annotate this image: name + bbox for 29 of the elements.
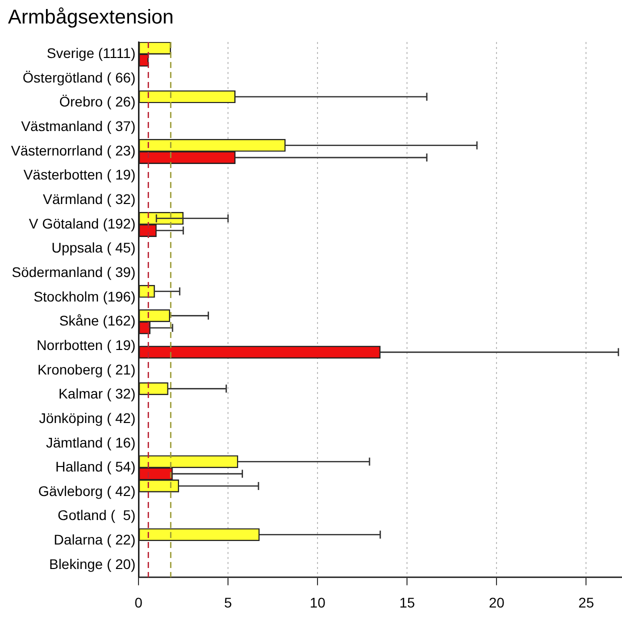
- x-tick-label: 5: [224, 594, 232, 610]
- y-tick-label: Östergötland ( 66): [22, 69, 136, 86]
- y-tick-label: Norrbotten ( 19): [36, 336, 136, 353]
- y-tick-label: Halland ( 54): [55, 458, 136, 475]
- y-tick-label: Västmanland ( 37): [21, 118, 136, 134]
- y-tick-label: Örebro ( 26): [59, 94, 136, 110]
- x-tick-label: 10: [310, 594, 326, 610]
- x-tick-label: 15: [399, 594, 416, 610]
- chart-title: Armbågsextension: [8, 6, 174, 29]
- y-tick-label: Södermanland ( 39): [12, 264, 136, 280]
- y-tick-label: Sverige (1111): [46, 45, 136, 62]
- y-tick-label: Dalarna ( 22): [54, 532, 136, 548]
- y-tick-label: Jönköping ( 42): [38, 410, 136, 426]
- x-tick-label: 20: [488, 594, 505, 610]
- y-tick-label: Skåne (162): [59, 312, 136, 329]
- y-tick-label: V Götaland (192): [28, 215, 136, 232]
- x-tick-label: 0: [134, 594, 143, 610]
- y-tick-label: Gävleborg ( 42): [38, 482, 136, 499]
- y-tick-label: Västernorrland ( 23): [10, 142, 136, 158]
- y-tick-label: Jämtland ( 16): [46, 434, 136, 450]
- y-tick-label: Kronoberg ( 21): [37, 361, 136, 378]
- y-tick-label: Uppsala ( 45): [51, 240, 136, 256]
- y-tick-label: Kalmar ( 32): [58, 386, 136, 402]
- y-tick-label: Västerbotten ( 19): [23, 166, 136, 183]
- y-tick-label: Blekinge ( 20): [49, 556, 136, 572]
- y-tick-label: Gotland ( 5): [58, 507, 136, 524]
- y-tick-label: Värmland ( 32): [42, 190, 136, 207]
- x-tick-label: 25: [578, 594, 594, 610]
- y-tick-label: Stockholm (196): [34, 288, 136, 304]
